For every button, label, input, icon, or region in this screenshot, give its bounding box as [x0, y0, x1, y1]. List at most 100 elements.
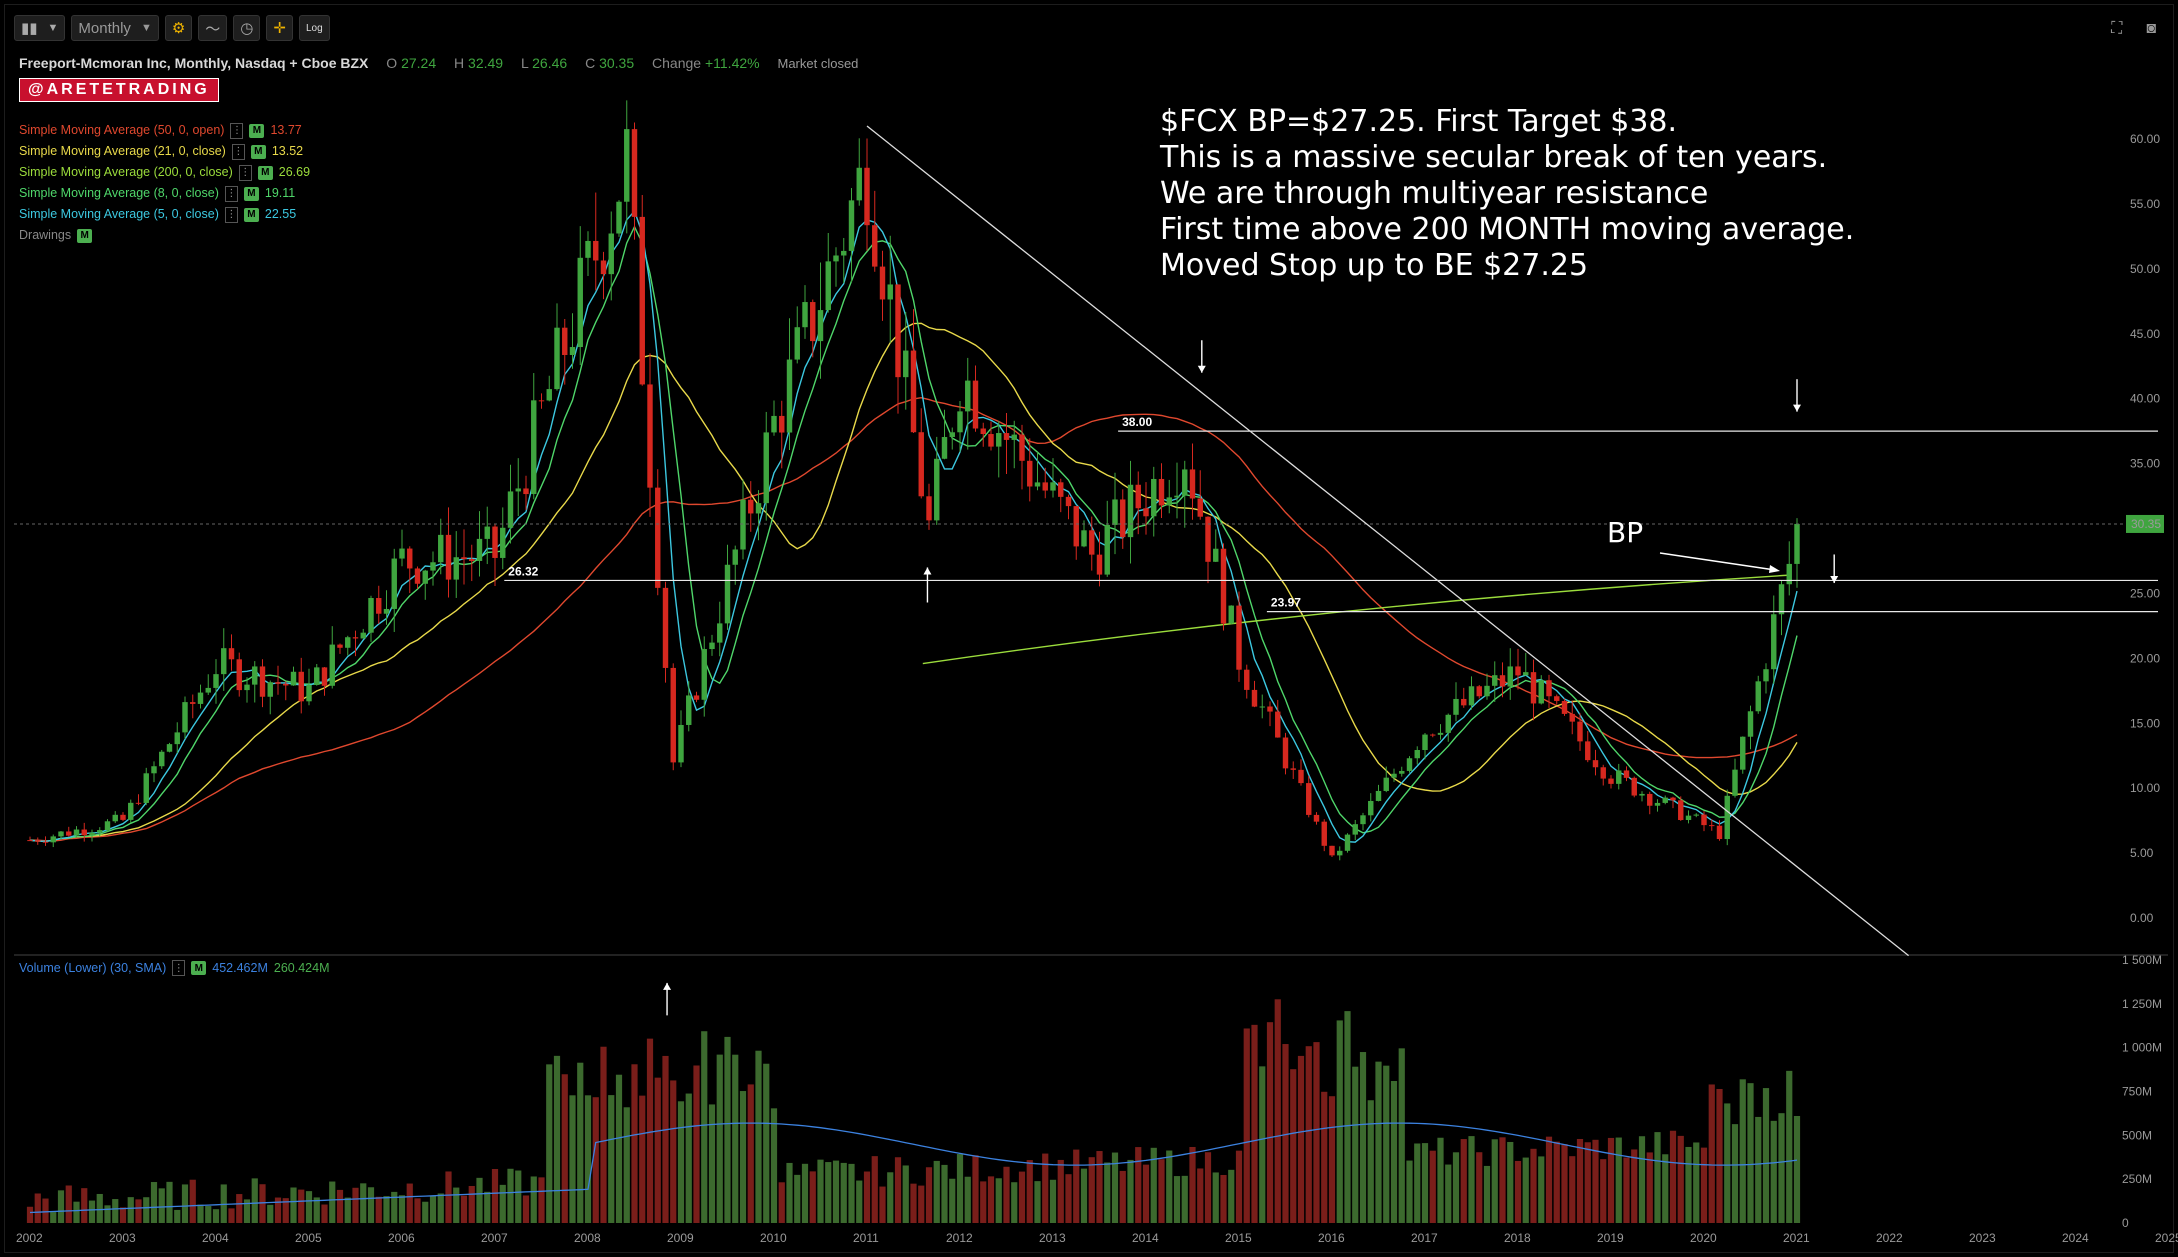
toolbar: ▮▮ ▼ Monthly ▼ ⚙ 〜 ◷ ✛ Log [14, 14, 330, 42]
volume-bar [1220, 1174, 1227, 1223]
volume-bar [1693, 1142, 1700, 1223]
study-menu-icon[interactable]: ⋮ [238, 164, 252, 181]
volume-bar [1685, 1146, 1692, 1223]
open-label: O [386, 55, 398, 71]
drawing-button[interactable]: ✛ [266, 15, 293, 41]
volume-bar [491, 1169, 499, 1223]
candle-body [864, 167, 870, 226]
study-menu-icon[interactable]: ⋮ [172, 960, 186, 976]
chart-style-button[interactable]: ▮▮ ▼ [14, 15, 66, 41]
volume-bar [770, 1108, 778, 1223]
high-value: 32.49 [468, 55, 504, 71]
study-row[interactable]: Simple Moving Average (21, 0, close) ⋮ M 13… [19, 141, 310, 162]
volume-bar [251, 1178, 258, 1223]
candle-body [42, 841, 49, 843]
study-row[interactable]: Simple Moving Average (8, 0, close) ⋮ M 19.… [19, 183, 310, 204]
volume-bar [1514, 1160, 1522, 1223]
volume-bar [127, 1197, 134, 1223]
volume-tick-label: 1 000M [2122, 1041, 2162, 1055]
volume-bar [1266, 1022, 1274, 1223]
annotation-line: First time above 200 MONTH moving averag… [1160, 212, 1855, 247]
x-tick-label: 2016 [1318, 1231, 1345, 1245]
volume-bar [1119, 1170, 1126, 1223]
candle-body [941, 437, 948, 459]
study-menu-icon[interactable]: ⋮ [230, 122, 244, 139]
candle-body [283, 683, 289, 686]
study-value: 13.52 [271, 144, 304, 158]
volume-bar [1739, 1079, 1746, 1223]
candle-body [523, 488, 529, 495]
x-tick-label: 2019 [1597, 1231, 1624, 1245]
log-scale-button[interactable]: Log [298, 15, 330, 41]
volume-bar [1375, 1061, 1382, 1223]
study-row[interactable]: Simple Moving Average (5, 0, close) ⋮ M 22.… [19, 204, 310, 225]
candle-body [616, 201, 622, 234]
volume-bar [786, 1162, 793, 1223]
candle-body [895, 284, 901, 378]
candle-body [1236, 605, 1242, 670]
x-tick-label: 2013 [1039, 1231, 1066, 1245]
candle-body [66, 831, 72, 836]
volume-bar [1607, 1137, 1615, 1223]
candle-body [1794, 523, 1800, 564]
volume-bar [1336, 1020, 1343, 1223]
volume-bar [1615, 1137, 1622, 1223]
candle-body [910, 350, 917, 433]
candle-body [980, 428, 986, 435]
time-button[interactable]: ◷ [233, 15, 261, 41]
volume-bar [832, 1160, 840, 1223]
price-tick-label: 25.00 [2130, 586, 2160, 600]
candle-body [1073, 506, 1079, 547]
study-menu-icon[interactable]: ⋮ [224, 185, 238, 202]
studies-button[interactable]: 〜 [198, 15, 228, 41]
candle-body [290, 671, 297, 686]
volume-bar [1073, 1149, 1080, 1223]
candle-body [1011, 434, 1017, 440]
candle-body [848, 200, 855, 251]
candle-body [1577, 721, 1583, 742]
volume-bar [429, 1195, 437, 1223]
study-menu-icon[interactable]: ⋮ [231, 143, 245, 160]
candle-body [817, 310, 824, 342]
candle-body [1530, 672, 1537, 704]
gear-icon: ⚙ [171, 20, 186, 37]
volume-bar [871, 1156, 878, 1223]
volume-bar [918, 1185, 925, 1223]
study-row[interactable]: Simple Moving Average (200, 0, close) ⋮ M 2… [19, 162, 310, 183]
candle-body [833, 255, 839, 262]
x-tick-label: 2003 [109, 1231, 136, 1245]
candle-body [414, 568, 421, 584]
price-tick-label: 35.00 [2130, 457, 2160, 471]
timeframe-select[interactable]: Monthly ▼ [71, 15, 159, 41]
volume-bar [1569, 1156, 1576, 1223]
x-tick-label: 2010 [760, 1231, 787, 1245]
volume-bar [1088, 1157, 1095, 1223]
drawings-row[interactable]: Drawings M [19, 225, 310, 246]
fullscreen-icon[interactable]: ⛶ [2111, 20, 2123, 37]
camera-icon[interactable]: ◙ [2146, 20, 2156, 37]
volume-bar [972, 1155, 979, 1223]
price-tick-label: 20.00 [2130, 651, 2160, 665]
candle-body [1422, 734, 1428, 751]
volume-bar [1367, 1100, 1374, 1223]
annotation-line: We are through multiyear resistance [1160, 176, 1709, 211]
candle-body [1515, 666, 1521, 676]
study-row[interactable]: Simple Moving Average (50, 0, open) ⋮ M 13.… [19, 120, 310, 141]
x-tick-label: 2022 [1876, 1231, 1903, 1245]
volume-bar [662, 1055, 669, 1223]
chevron-down-icon: ▼ [47, 22, 59, 34]
volume-bar [863, 1171, 871, 1223]
study-menu-icon[interactable]: ⋮ [224, 206, 238, 223]
candle-body [639, 216, 645, 385]
volume-bar [445, 1171, 452, 1223]
volume-bar [1181, 1175, 1188, 1223]
volume-bar [1445, 1164, 1452, 1223]
settings-button[interactable]: ⚙ [164, 15, 193, 41]
volume-bar [1623, 1157, 1630, 1223]
volume-bar [282, 1198, 289, 1223]
x-tick-label: 2011 [853, 1231, 879, 1245]
volume-bar [530, 1176, 537, 1223]
candle-body [1042, 482, 1048, 491]
x-tick-label: 2005 [295, 1231, 322, 1245]
